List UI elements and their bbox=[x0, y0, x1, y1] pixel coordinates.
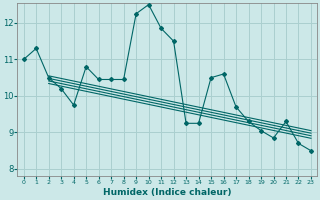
X-axis label: Humidex (Indice chaleur): Humidex (Indice chaleur) bbox=[103, 188, 232, 197]
